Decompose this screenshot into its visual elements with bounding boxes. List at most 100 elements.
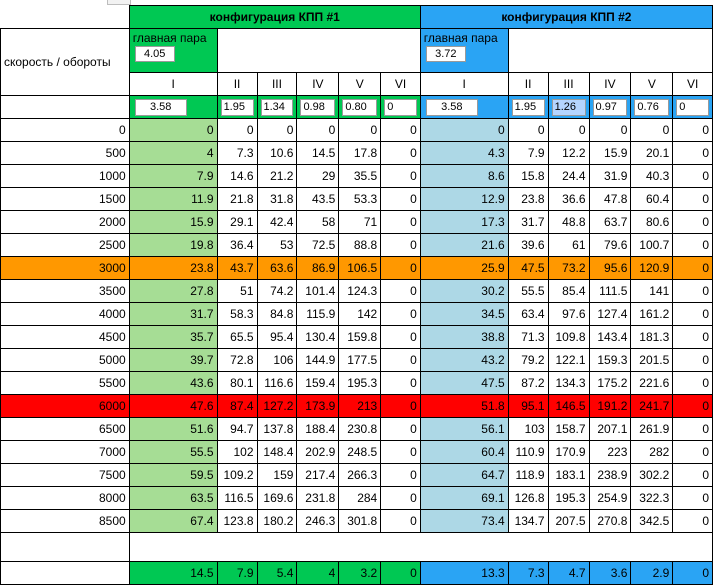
- config2-gear-label: III: [547, 72, 590, 96]
- config2-speed-cell: 254.9: [588, 486, 632, 510]
- config1-speed-cell: 39.7: [128, 348, 218, 372]
- config1-speed-cell: 246.3: [296, 509, 340, 533]
- config2-gear-ratio-input[interactable]: [511, 98, 545, 116]
- config1-gear-ratio-input[interactable]: [260, 98, 294, 116]
- config1-speed-cell: 14.5: [296, 141, 340, 165]
- config2-gear-ratio-input[interactable]: [634, 98, 670, 116]
- config1-speed-cell: 35.7: [128, 325, 218, 349]
- config1-speed-cell: 0: [380, 463, 421, 487]
- config1-total-cell: 0: [380, 561, 421, 585]
- config1-speed-cell: 47.6: [128, 394, 218, 418]
- config1-speed-cell: 72.5: [296, 233, 340, 257]
- table-row: 4000 31.7 58.3 84.8 115.9 142 0 34.5 63.4 97.6 127…: [0, 302, 713, 326]
- config2-gear-label: VI: [672, 72, 713, 96]
- totals-row: 14.5 7.9 5.4 4 3.2 0 13.3 7.3 4.7 3.6 2.9 0: [0, 561, 713, 585]
- rpm-cell: 7500: [0, 463, 130, 487]
- config1-main-pair-input[interactable]: [134, 46, 175, 62]
- config2-speed-cell: 0: [672, 463, 713, 487]
- config1-speed-cell: 7.9: [128, 164, 218, 188]
- config2-speed-cell: 8.6: [419, 164, 509, 188]
- config1-speed-cell: 21.8: [216, 187, 258, 211]
- config2-main-pair-input[interactable]: [425, 46, 466, 62]
- config2-speed-cell: 146.5: [547, 394, 590, 418]
- config2-speed-cell: 47.5: [419, 371, 509, 395]
- config1-speed-cell: 31.8: [256, 187, 298, 211]
- config1-ratio-cell: [338, 95, 382, 119]
- spacer-label: [0, 532, 130, 562]
- config1-gear-ratio-input[interactable]: [342, 98, 378, 116]
- config1-speed-cell: 102: [216, 440, 258, 464]
- config1-gear-ratio-input[interactable]: [220, 98, 254, 116]
- config1-speed-cell: 101.4: [296, 279, 340, 303]
- config1-speed-cell: 0: [380, 394, 421, 418]
- config1-speed-cell: 11.9: [128, 187, 218, 211]
- config2-total-cell: 13.3: [419, 561, 509, 585]
- config2-speed-cell: 0: [672, 279, 713, 303]
- config2-speed-cell: 134.7: [507, 509, 549, 533]
- config2-speed-cell: 36.6: [547, 187, 590, 211]
- config1-speed-cell: 0: [296, 118, 340, 142]
- config2-speed-cell: 85.4: [547, 279, 590, 303]
- config1-speed-cell: 159: [256, 463, 298, 487]
- config2-speed-cell: 161.2: [630, 302, 674, 326]
- config2-speed-cell: 110.9: [507, 440, 549, 464]
- config1-speed-cell: 21.2: [256, 164, 298, 188]
- config2-speed-cell: 195.3: [547, 486, 590, 510]
- config2-speed-cell: 80.6: [630, 210, 674, 234]
- config1-gear-label: III: [256, 72, 298, 96]
- config2-speed-cell: 39.6: [507, 233, 549, 257]
- config2-speed-cell: 0: [672, 141, 713, 165]
- config2-gear-ratio-input[interactable]: [425, 98, 478, 116]
- config2-speed-cell: 0: [672, 256, 713, 280]
- config2-speed-cell: 111.5: [588, 279, 632, 303]
- config1-speed-cell: 202.9: [296, 440, 340, 464]
- config1-speed-cell: 53.3: [338, 187, 382, 211]
- config1-main-pair-label: главная пара: [132, 31, 207, 45]
- config1-speed-cell: 124.3: [338, 279, 382, 303]
- config2-speed-cell: 30.2: [419, 279, 509, 303]
- config1-gear-ratio-input[interactable]: [384, 98, 417, 116]
- config2-ratio-cell: [588, 95, 632, 119]
- config1-speed-cell: 0: [380, 348, 421, 372]
- config2-speed-cell: 0: [672, 509, 713, 533]
- config2-speed-cell: 183.1: [547, 463, 590, 487]
- config2-speed-cell: 0: [588, 118, 632, 142]
- config1-speed-cell: 115.9: [296, 302, 340, 326]
- ratio-row-blank: [0, 95, 130, 119]
- config2-speed-cell: 31.7: [507, 210, 549, 234]
- config1-speed-cell: 23.8: [128, 256, 218, 280]
- config1-gear-ratio-input[interactable]: [134, 98, 187, 116]
- config2-speed-cell: 34.5: [419, 302, 509, 326]
- config2-speed-cell: 270.8: [588, 509, 632, 533]
- config1-speed-cell: 123.8: [216, 509, 258, 533]
- config2-gear-ratio-input[interactable]: [551, 98, 586, 116]
- config1-gear-ratio-input[interactable]: [300, 98, 336, 116]
- config2-speed-cell: 282: [630, 440, 674, 464]
- config2-title: конфигурация КПП #2: [419, 5, 713, 29]
- config2-speed-cell: 31.9: [588, 164, 632, 188]
- rpm-cell: 7000: [0, 440, 130, 464]
- config1-speed-cell: 35.5: [338, 164, 382, 188]
- config2-speed-cell: 79.6: [588, 233, 632, 257]
- config2-speed-cell: 126.8: [507, 486, 549, 510]
- config2-speed-cell: 100.7: [630, 233, 674, 257]
- config1-speed-cell: 0: [128, 118, 218, 142]
- config2-speed-cell: 51.8: [419, 394, 509, 418]
- config2-speed-cell: 47.5: [507, 256, 549, 280]
- config2-speed-cell: 0: [419, 118, 509, 142]
- config2-speed-cell: 73.2: [547, 256, 590, 280]
- config2-gear-ratio-input[interactable]: [592, 98, 628, 116]
- table-row: 3500 27.8 51 74.2 101.4 124.3 0 30.2 55.5 85.4 111…: [0, 279, 713, 303]
- config1-speed-cell: 94.7: [216, 417, 258, 441]
- config1-gear-label: II: [216, 72, 258, 96]
- config1-ratio-cell: [380, 95, 421, 119]
- config2-speed-cell: 0: [547, 118, 590, 142]
- config1-ratio-cell: [216, 95, 258, 119]
- config2-gear-ratio-input[interactable]: [676, 98, 709, 116]
- config1-speed-cell: 31.7: [128, 302, 218, 326]
- config2-ratio-cell: [547, 95, 590, 119]
- config2-speed-cell: 0: [672, 302, 713, 326]
- config2-speed-cell: 0: [630, 118, 674, 142]
- config2-gear-label: V: [630, 72, 674, 96]
- ratio-input-row: [0, 95, 713, 119]
